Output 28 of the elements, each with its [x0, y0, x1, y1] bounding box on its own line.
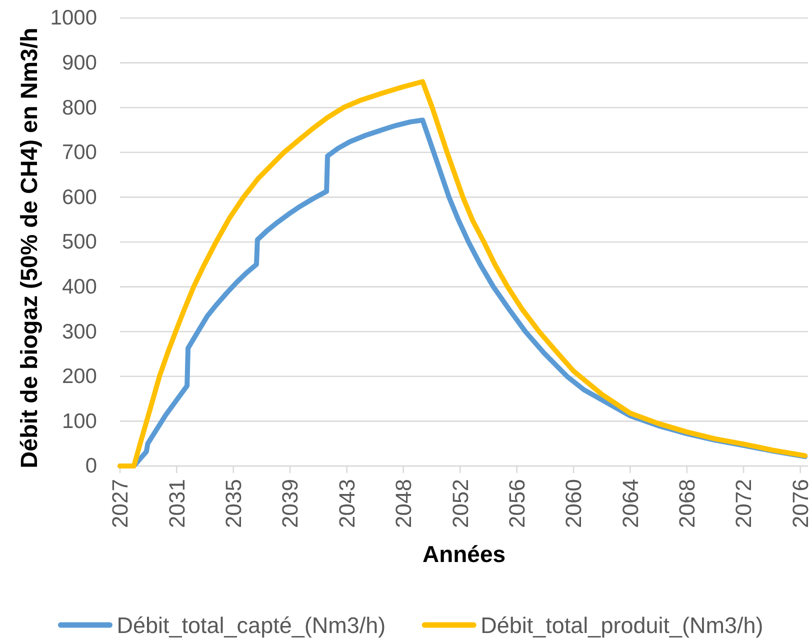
x-tick-label: 2035 [221, 479, 246, 528]
x-tick-label: 2060 [561, 479, 586, 528]
y-tick-label: 100 [62, 410, 97, 433]
x-tick-label: 2048 [391, 479, 416, 528]
x-tick-label: 2052 [448, 479, 473, 528]
x-tick-label: 2031 [164, 479, 190, 528]
y-tick-label: 300 [62, 320, 97, 344]
x-tick-label: 2039 [278, 479, 303, 528]
x-tick-label: 2076 [788, 479, 811, 528]
x-tick-label: 2043 [334, 479, 360, 528]
legend-label: Débit_total_capté_(Nm3/h) [116, 612, 386, 638]
x-tick-label: 2027 [108, 479, 133, 528]
x-axis-title: Années [422, 541, 506, 567]
legend-label: Débit_total_produit_(Nm3/h) [480, 612, 764, 638]
y-tick-label: 200 [62, 365, 97, 388]
x-tick-label: 2056 [504, 479, 530, 528]
x-tick-label: 2072 [731, 479, 756, 528]
y-tick-label: 0 [85, 454, 97, 478]
x-tick-label: 2064 [618, 479, 643, 528]
y-tick-label: 700 [62, 141, 97, 164]
x-tick-label: 2068 [674, 479, 700, 528]
y-tick-label: 1000 [50, 6, 97, 30]
y-tick-label: 500 [62, 230, 97, 254]
y-axis-title: Débit de biogaz (50% de CH4) en Nm3/h [16, 28, 42, 468]
y-tick-label: 900 [62, 52, 97, 75]
y-tick-label: 600 [62, 186, 97, 209]
y-tick-label: 400 [62, 276, 97, 299]
y-tick-label: 800 [62, 96, 97, 120]
